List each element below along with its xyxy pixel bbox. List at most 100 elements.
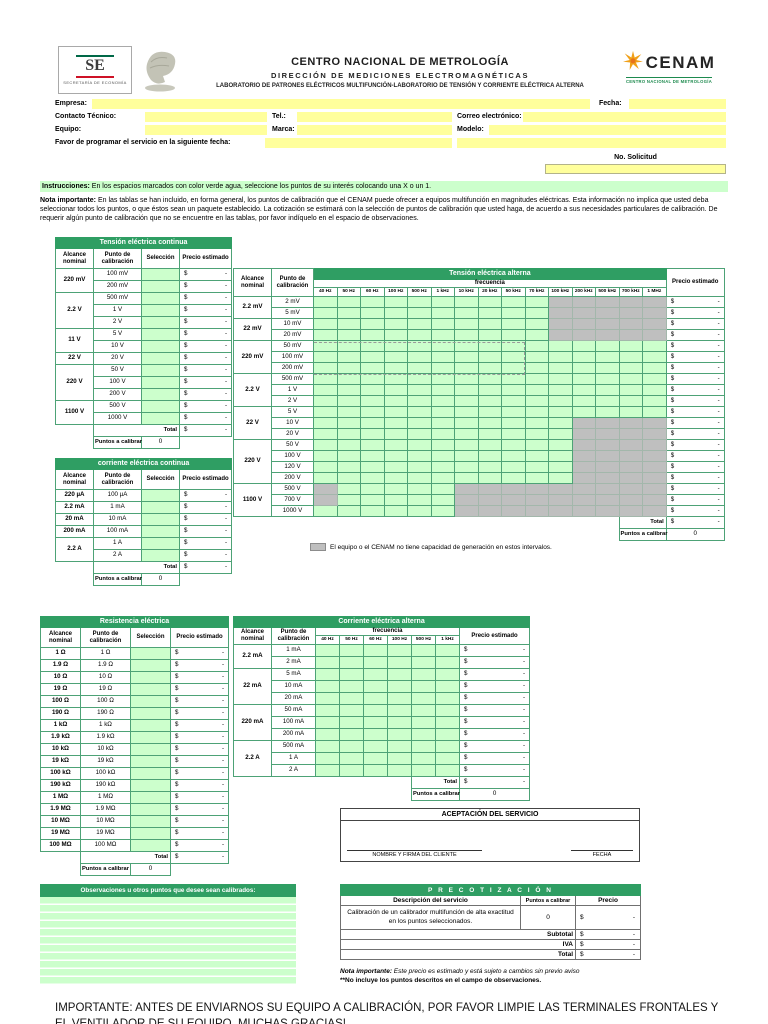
selection-cell[interactable] bbox=[363, 644, 388, 657]
selection-cell[interactable] bbox=[524, 307, 549, 319]
selection-cell[interactable] bbox=[548, 395, 573, 407]
selection-cell[interactable] bbox=[548, 406, 573, 418]
selection-cell[interactable] bbox=[141, 328, 180, 341]
selection-cell[interactable] bbox=[524, 373, 549, 385]
observations-input-area[interactable] bbox=[40, 897, 296, 985]
selection-cell[interactable] bbox=[477, 318, 502, 330]
selection-cell[interactable] bbox=[315, 716, 340, 729]
selection-cell[interactable] bbox=[315, 704, 340, 717]
selection-cell[interactable] bbox=[642, 384, 667, 396]
selection-cell[interactable] bbox=[383, 351, 408, 363]
selection-cell[interactable] bbox=[477, 461, 502, 473]
selection-cell[interactable] bbox=[524, 450, 549, 462]
selection-cell[interactable] bbox=[642, 373, 667, 385]
selection-cell[interactable] bbox=[435, 704, 460, 717]
selection-cell[interactable] bbox=[477, 472, 502, 484]
selection-cell[interactable] bbox=[548, 439, 573, 451]
selection-cell[interactable] bbox=[313, 472, 338, 484]
selection-cell[interactable] bbox=[477, 373, 502, 385]
selection-cell[interactable] bbox=[141, 489, 180, 502]
selection-cell[interactable] bbox=[407, 362, 432, 374]
selection-cell[interactable] bbox=[383, 296, 408, 308]
selection-cell[interactable] bbox=[360, 439, 385, 451]
selection-cell[interactable] bbox=[571, 384, 596, 396]
selection-cell[interactable] bbox=[360, 505, 385, 517]
selection-cell[interactable] bbox=[141, 412, 180, 425]
selection-cell[interactable] bbox=[336, 307, 361, 319]
selection-cell[interactable] bbox=[548, 417, 573, 429]
selection-cell[interactable] bbox=[411, 764, 436, 777]
selection-cell[interactable] bbox=[407, 329, 432, 341]
selection-cell[interactable] bbox=[411, 704, 436, 717]
selection-cell[interactable] bbox=[141, 376, 180, 389]
selection-cell[interactable] bbox=[454, 373, 479, 385]
selection-cell[interactable] bbox=[407, 417, 432, 429]
selection-cell[interactable] bbox=[618, 406, 643, 418]
selection-cell[interactable] bbox=[430, 384, 455, 396]
selection-cell[interactable] bbox=[363, 668, 388, 681]
selection-cell[interactable] bbox=[363, 728, 388, 741]
selection-cell[interactable] bbox=[387, 692, 412, 705]
selection-cell[interactable] bbox=[501, 395, 526, 407]
selection-cell[interactable] bbox=[430, 494, 455, 506]
programar-field[interactable] bbox=[265, 138, 452, 148]
selection-cell[interactable] bbox=[618, 395, 643, 407]
selection-cell[interactable] bbox=[360, 428, 385, 440]
selection-cell[interactable] bbox=[642, 340, 667, 352]
selection-cell[interactable] bbox=[360, 307, 385, 319]
selection-cell[interactable] bbox=[407, 505, 432, 517]
selection-cell[interactable] bbox=[548, 362, 573, 374]
selection-cell[interactable] bbox=[407, 406, 432, 418]
selection-cell[interactable] bbox=[524, 384, 549, 396]
selection-cell[interactable] bbox=[477, 384, 502, 396]
selection-cell[interactable] bbox=[141, 501, 180, 514]
selection-cell[interactable] bbox=[407, 351, 432, 363]
selection-cell[interactable] bbox=[336, 472, 361, 484]
selection-cell[interactable] bbox=[411, 728, 436, 741]
selection-cell[interactable] bbox=[313, 307, 338, 319]
selection-cell[interactable] bbox=[387, 716, 412, 729]
selection-cell[interactable] bbox=[339, 716, 364, 729]
selection-cell[interactable] bbox=[315, 668, 340, 681]
selection-cell[interactable] bbox=[407, 494, 432, 506]
selection-cell[interactable] bbox=[430, 406, 455, 418]
selection-cell[interactable] bbox=[339, 764, 364, 777]
selection-cell[interactable] bbox=[571, 406, 596, 418]
selection-cell[interactable] bbox=[336, 340, 361, 352]
selection-cell[interactable] bbox=[130, 827, 171, 840]
selection-cell[interactable] bbox=[315, 752, 340, 765]
selection-cell[interactable] bbox=[501, 351, 526, 363]
selection-cell[interactable] bbox=[407, 483, 432, 495]
selection-cell[interactable] bbox=[130, 803, 171, 816]
selection-cell[interactable] bbox=[501, 384, 526, 396]
selection-cell[interactable] bbox=[383, 318, 408, 330]
selection-cell[interactable] bbox=[477, 428, 502, 440]
selection-cell[interactable] bbox=[435, 728, 460, 741]
selection-cell[interactable] bbox=[548, 428, 573, 440]
selection-cell[interactable] bbox=[336, 384, 361, 396]
selection-cell[interactable] bbox=[454, 450, 479, 462]
date-block[interactable]: FECHA bbox=[571, 850, 633, 858]
selection-cell[interactable] bbox=[387, 728, 412, 741]
selection-cell[interactable] bbox=[501, 450, 526, 462]
selection-cell[interactable] bbox=[430, 428, 455, 440]
selection-cell[interactable] bbox=[524, 351, 549, 363]
selection-cell[interactable] bbox=[411, 656, 436, 669]
selection-cell[interactable] bbox=[454, 439, 479, 451]
tel-field[interactable] bbox=[297, 112, 452, 122]
selection-cell[interactable] bbox=[430, 483, 455, 495]
selection-cell[interactable] bbox=[363, 692, 388, 705]
selection-cell[interactable] bbox=[407, 340, 432, 352]
selection-cell[interactable] bbox=[336, 406, 361, 418]
selection-cell[interactable] bbox=[435, 680, 460, 693]
selection-cell[interactable] bbox=[130, 659, 171, 672]
selection-cell[interactable] bbox=[430, 505, 455, 517]
selection-cell[interactable] bbox=[313, 406, 338, 418]
selection-cell[interactable] bbox=[430, 307, 455, 319]
selection-cell[interactable] bbox=[313, 340, 338, 352]
selection-cell[interactable] bbox=[430, 296, 455, 308]
selection-cell[interactable] bbox=[339, 728, 364, 741]
selection-cell[interactable] bbox=[411, 716, 436, 729]
selection-cell[interactable] bbox=[313, 384, 338, 396]
selection-cell[interactable] bbox=[618, 373, 643, 385]
